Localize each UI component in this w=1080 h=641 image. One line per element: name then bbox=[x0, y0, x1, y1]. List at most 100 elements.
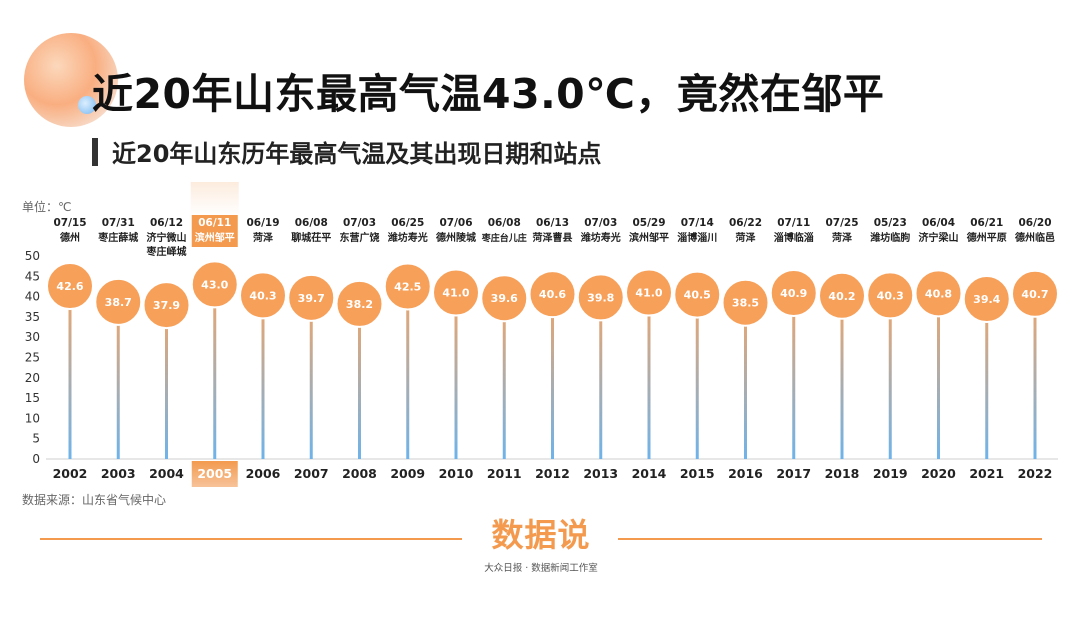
station-label: 枣庄台儿庄 bbox=[481, 232, 527, 244]
lollipop-stick bbox=[647, 292, 651, 459]
date-label: 06/04 bbox=[922, 217, 955, 229]
date-label: 06/08 bbox=[295, 217, 328, 229]
date-label: 06/12 bbox=[150, 217, 183, 229]
value-label: 40.5 bbox=[684, 289, 711, 302]
lollipop-bubble bbox=[287, 273, 336, 322]
x-tick-label: 2010 bbox=[439, 466, 474, 481]
value-label: 41.0 bbox=[442, 287, 469, 300]
station-label: 德州 bbox=[59, 231, 80, 244]
station-label: 德州陵城 bbox=[435, 231, 476, 244]
lollipop-stick bbox=[358, 303, 361, 459]
station-label: 淄博临淄 bbox=[774, 231, 814, 244]
x-tick-label: 2003 bbox=[101, 466, 136, 481]
date-label: 06/19 bbox=[246, 217, 279, 229]
lollipop-bubble bbox=[673, 270, 722, 319]
value-label: 40.3 bbox=[249, 289, 276, 302]
x-tick-label: 2017 bbox=[776, 466, 811, 481]
lollipop-bubble bbox=[914, 269, 963, 318]
x-tick-label: 2013 bbox=[583, 466, 618, 481]
lollipop-stick bbox=[1033, 293, 1037, 459]
date-label: 06/20 bbox=[1018, 217, 1051, 229]
lollipop-stick bbox=[261, 295, 265, 459]
station-label: 聊城茌平 bbox=[291, 231, 331, 244]
station-label: 济宁微山 bbox=[147, 231, 187, 244]
highlight-top-glow bbox=[190, 182, 239, 216]
lollipop-stick bbox=[985, 299, 989, 459]
station-label: 菏泽 bbox=[736, 231, 756, 244]
value-label: 39.4 bbox=[973, 293, 1000, 306]
y-tick-label: 5 bbox=[32, 432, 40, 446]
lollipop-bubble bbox=[190, 260, 239, 309]
value-label: 40.7 bbox=[1021, 288, 1048, 301]
value-label: 38.5 bbox=[732, 297, 759, 310]
y-tick-label: 40 bbox=[25, 290, 40, 304]
station-label: 东营广饶 bbox=[340, 231, 380, 244]
date-label: 06/08 bbox=[488, 217, 521, 229]
lollipop-bubble bbox=[46, 262, 94, 311]
station-label: 潍坊寿光 bbox=[581, 231, 621, 244]
highlight-year-bg bbox=[191, 461, 238, 487]
x-tick-label: 2006 bbox=[246, 466, 281, 481]
value-label: 42.6 bbox=[56, 280, 83, 293]
brand-logo: 数据说 bbox=[491, 516, 591, 554]
lollipop-stick bbox=[744, 302, 747, 459]
value-label: 38.2 bbox=[346, 298, 373, 311]
lollipop-stick bbox=[840, 295, 844, 459]
date-label: 07/03 bbox=[584, 217, 617, 229]
subtitle-marker bbox=[92, 138, 98, 166]
date-label: 06/25 bbox=[391, 217, 424, 229]
date-label: 07/14 bbox=[681, 217, 714, 229]
lollipop-stick bbox=[116, 301, 120, 459]
date-label: 07/06 bbox=[439, 217, 472, 229]
highlight-station-bg bbox=[191, 215, 238, 247]
station-label: 淄博淄川 bbox=[677, 231, 717, 244]
lollipop-bubble bbox=[432, 268, 480, 317]
x-tick-label: 2014 bbox=[632, 466, 667, 481]
date-label: 05/23 bbox=[874, 217, 907, 229]
station-label: 滨州邹平 bbox=[195, 231, 235, 244]
x-tick-label: 2018 bbox=[825, 466, 860, 481]
lollipop-stick bbox=[406, 286, 410, 459]
value-label: 40.8 bbox=[925, 287, 952, 300]
station-label: 枣庄峄城 bbox=[146, 245, 187, 258]
x-tick-label: 2007 bbox=[294, 466, 329, 481]
lollipop-chart: 单位：℃ 0 5 10 15 20 25 30 35 40 45 50 07/15 德州 42.6 2002… bbox=[22, 182, 1059, 487]
lollipop-bubble bbox=[480, 274, 529, 323]
lollipop-stick bbox=[599, 297, 603, 459]
station-label: 德州临邑 bbox=[1014, 231, 1055, 244]
value-label: 40.6 bbox=[539, 288, 566, 301]
value-label: 40.2 bbox=[828, 290, 855, 303]
x-tick-label: 2022 bbox=[1018, 466, 1053, 481]
lollipop-stick bbox=[792, 292, 796, 459]
date-label: 07/03 bbox=[343, 217, 376, 229]
lollipop-bubble bbox=[142, 281, 191, 330]
date-label: 05/29 bbox=[632, 217, 665, 229]
lollipop-bubble bbox=[239, 271, 287, 320]
lollipop-stick bbox=[309, 297, 313, 459]
station-label: 菏泽曹县 bbox=[533, 231, 573, 244]
y-tick-label: 20 bbox=[25, 371, 40, 385]
x-tick-label: 2008 bbox=[342, 466, 377, 481]
lollipop-bubble bbox=[721, 278, 770, 327]
station-label: 菏泽 bbox=[253, 231, 273, 244]
lollipop-stick bbox=[68, 286, 72, 459]
brand-subtitle: 大众日报 · 数据新闻工作室 bbox=[484, 563, 598, 574]
y-tick-label: 15 bbox=[25, 391, 40, 405]
x-tick-label: 2005 bbox=[197, 466, 232, 481]
lollipop-bubble bbox=[1011, 269, 1059, 318]
x-tick-label: 2020 bbox=[921, 466, 956, 481]
value-label: 37.9 bbox=[153, 299, 180, 312]
decorative-circle bbox=[24, 33, 118, 127]
x-tick-label: 2004 bbox=[149, 466, 184, 481]
x-tick-label: 2021 bbox=[969, 466, 1004, 481]
value-label: 40.9 bbox=[780, 287, 807, 300]
station-label: 潍坊临朐 bbox=[870, 231, 910, 244]
lollipop-bubble bbox=[335, 279, 384, 328]
lollipop-bubble bbox=[866, 271, 915, 320]
x-tick-label: 2009 bbox=[390, 466, 425, 481]
station-label: 菏泽 bbox=[832, 231, 852, 244]
lollipop-bubble bbox=[94, 277, 143, 326]
lollipop-stick bbox=[502, 298, 506, 459]
y-tick-label: 0 bbox=[32, 452, 40, 466]
lollipop-bubble bbox=[625, 268, 673, 317]
